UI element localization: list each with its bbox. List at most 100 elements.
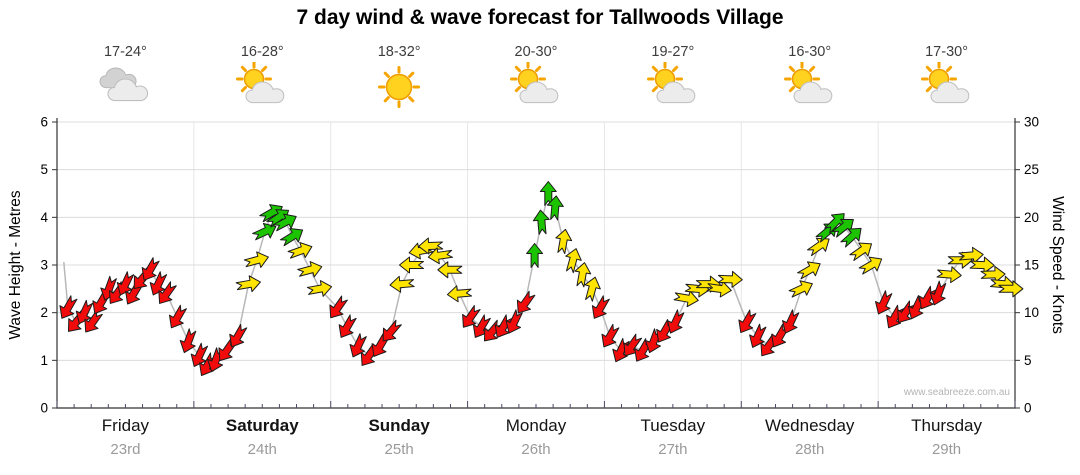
wind-arrow [272,213,297,232]
watermark-text: www.seabreeze.com.au [903,387,1010,398]
right-axis-tick-label: 0 [1024,401,1032,416]
wind-arrow [84,309,103,333]
wind-arrow [75,299,94,325]
wind-arrow [918,285,937,310]
day-label: Monday [505,416,567,435]
day-label: Tuesday [640,416,706,435]
wind-arrow [526,243,544,268]
wind-arrow [797,261,821,280]
wind-arrow [149,271,168,296]
wind-arrow [555,228,573,255]
day-label: Wednesday [764,416,855,435]
wind-arrow [788,280,813,298]
day-label: Thursday [911,416,982,435]
wind-arrow [158,281,177,304]
wind-arrow [279,228,304,247]
partly-sunny-icon [783,62,833,104]
chart-title: 7 day wind & wave forecast for Tallwoods… [296,6,784,29]
right-axis-tick-label: 15 [1024,258,1039,273]
left-axis-tick-label: 4 [40,210,48,225]
wind-arrow [349,333,367,358]
left-axis-title: Wave Height - Metres [7,190,24,340]
left-axis-tick-label: 3 [40,258,48,273]
temp-range: 17-30° [925,44,968,60]
wind-arrow [584,276,601,302]
wind-arrow [516,290,536,314]
right-axis-tick-label: 5 [1024,353,1032,368]
cloudy-icon [99,67,149,102]
right-axis-tick-label: 20 [1024,210,1039,225]
wind-arrow [574,262,592,288]
wind-arrow [399,256,424,274]
wind-arrow [116,271,135,296]
day-label: Sunday [368,416,430,435]
wind-arrow [840,227,862,248]
wind-arrow [427,247,454,265]
wind-arrow [218,338,237,362]
wind-arrow [806,237,830,257]
wind-arrow [532,209,550,235]
day-date: 29th [931,441,962,458]
wind-arrow [437,261,463,279]
left-axis-tick-label: 0 [40,401,48,416]
partly-sunny-icon [920,62,969,104]
wind-arrow [338,314,357,338]
wind-arrow [287,241,313,259]
wind-arrow [462,305,481,328]
wind-arrow [446,285,473,303]
wind-arrow [749,323,767,348]
wind-arrow [329,295,348,319]
wind-arrow [717,270,743,288]
wind-arrow [179,328,197,354]
wind-arrow [252,223,277,241]
wind-arrow [875,290,893,315]
day-date: 24th [247,441,277,458]
wind-arrow [141,257,160,281]
wind-arrow [229,323,248,348]
left-axis-tick-label: 1 [40,353,48,368]
wind-arrow [382,319,402,342]
wind-arrow [539,181,557,206]
temp-range: 17-24° [103,44,147,60]
day-date: 27th [658,441,688,458]
wind-arrow [306,280,333,297]
wind-arrow [936,266,962,284]
sunny-icon [378,66,421,108]
wind-arrow [235,275,261,293]
right-axis-tick-label: 30 [1024,115,1039,130]
wind-arrow [565,248,582,274]
wind-arrow [601,323,620,348]
partly-sunny-icon [236,62,285,104]
wind-arrow [591,295,610,319]
wind-arrow [929,280,947,306]
wind-arrow [667,309,685,334]
right-axis-tick-label: 25 [1024,162,1039,177]
day-label: Saturday [225,416,299,435]
temp-range: 16-28° [240,44,284,60]
day-date: 28th [795,441,825,458]
wind-arrow [738,309,757,334]
wind-arrow [782,309,800,334]
temp-range: 18-32° [377,44,421,60]
wind-arrow [297,261,323,278]
day-date: 26th [521,441,551,458]
partly-sunny-icon [646,62,696,104]
wind-arrow [243,251,269,268]
temp-range: 19-27° [651,44,695,60]
temp-range: 20-30° [514,44,558,60]
day-date: 23rd [110,441,141,458]
wind-arrow [849,242,873,261]
wind-arrow [998,280,1024,298]
wind-arrow [418,237,444,255]
right-axis-title: Wind Speed - Knots [1049,196,1066,334]
right-axis-tick-label: 10 [1024,305,1039,320]
left-axis-tick-label: 6 [40,115,48,130]
wind-arrow [168,304,187,329]
day-date: 25th [384,441,414,458]
wind-arrow [505,309,523,334]
wind-arrow [858,256,883,275]
wind-arrow [389,275,415,293]
wind-arrow [59,295,78,319]
